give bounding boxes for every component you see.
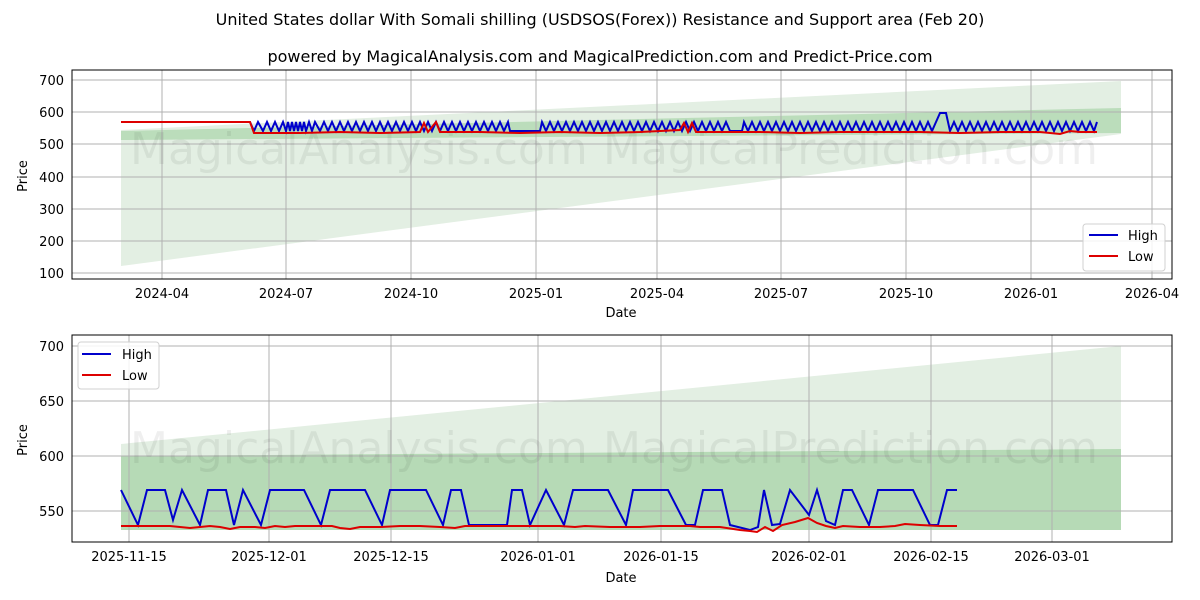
watermark-3: MagicalAnalysis.com xyxy=(130,423,588,474)
svg-text:Low: Low xyxy=(122,369,148,384)
top-high-line xyxy=(121,112,1098,135)
bottom-grid xyxy=(72,335,1172,542)
svg-text:100: 100 xyxy=(39,267,64,282)
bottom-x-axis: 2025-11-15 2025-12-01 2025-12-15 2026-01… xyxy=(91,550,1090,565)
svg-text:2024-07: 2024-07 xyxy=(259,287,313,302)
bottom-y-label: Price xyxy=(16,424,31,456)
top-y-label: Price xyxy=(16,160,31,192)
svg-text:600: 600 xyxy=(39,450,64,465)
svg-text:2026-03-01: 2026-03-01 xyxy=(1014,550,1090,565)
svg-text:550: 550 xyxy=(39,505,64,520)
top-low-line xyxy=(121,120,1097,136)
svg-text:700: 700 xyxy=(39,74,64,89)
svg-text:2025-11-15: 2025-11-15 xyxy=(91,550,167,565)
svg-text:2025-04: 2025-04 xyxy=(630,287,684,302)
chart-title: United States dollar With Somali shillin… xyxy=(215,10,985,29)
svg-text:2026-01-01: 2026-01-01 xyxy=(500,550,576,565)
top-chart: MagicalAnalysis.com MagicalPrediction.co… xyxy=(16,69,1179,321)
bottom-high-line xyxy=(120,486,957,532)
svg-text:600: 600 xyxy=(39,106,64,121)
svg-text:2025-12-15: 2025-12-15 xyxy=(353,550,429,565)
svg-text:700: 700 xyxy=(39,340,64,355)
svg-text:2025-12-01: 2025-12-01 xyxy=(231,550,307,565)
svg-text:2026-01: 2026-01 xyxy=(1004,287,1058,302)
svg-text:400: 400 xyxy=(39,171,64,186)
top-y-axis: 700 600 500 400 300 200 100 xyxy=(39,74,64,282)
bottom-plot-frame xyxy=(71,334,1173,543)
svg-text:2025-07: 2025-07 xyxy=(754,287,808,302)
top-x-label: Date xyxy=(605,306,636,321)
bottom-low-line xyxy=(121,516,957,534)
svg-text:2024-10: 2024-10 xyxy=(384,287,438,302)
support-band-dark-bottom xyxy=(121,449,1121,530)
svg-text:High: High xyxy=(1128,229,1158,244)
bottom-x-label: Date xyxy=(605,571,636,586)
svg-text:650: 650 xyxy=(39,395,64,410)
svg-text:500: 500 xyxy=(39,138,64,153)
bottom-legend: High Low xyxy=(77,341,160,390)
svg-text:2025-10: 2025-10 xyxy=(879,287,933,302)
top-legend: High Low xyxy=(1082,223,1166,272)
svg-text:Low: Low xyxy=(1128,250,1154,265)
svg-text:2024-04: 2024-04 xyxy=(135,287,189,302)
watermark-4: MagicalPrediction.com xyxy=(603,423,1098,474)
top-plot-frame xyxy=(71,69,1173,280)
svg-text:High: High xyxy=(122,348,152,363)
top-x-axis: 2024-04 2024-07 2024-10 2025-01 2025-04 … xyxy=(135,287,1179,302)
svg-text:300: 300 xyxy=(39,203,64,218)
top-grid xyxy=(72,70,1172,279)
svg-text:2026-01-15: 2026-01-15 xyxy=(623,550,699,565)
chart-subtitle: powered by MagicalAnalysis.com and Magic… xyxy=(267,47,933,66)
bottom-y-axis: 700 650 600 550 xyxy=(39,340,64,520)
bottom-chart: MagicalAnalysis.com MagicalPrediction.co… xyxy=(16,334,1173,586)
svg-text:2026-02-01: 2026-02-01 xyxy=(771,550,847,565)
svg-text:2025-01: 2025-01 xyxy=(509,287,563,302)
svg-text:2026-02-15: 2026-02-15 xyxy=(893,550,969,565)
svg-text:2026-04: 2026-04 xyxy=(1125,287,1179,302)
svg-text:200: 200 xyxy=(39,235,64,250)
